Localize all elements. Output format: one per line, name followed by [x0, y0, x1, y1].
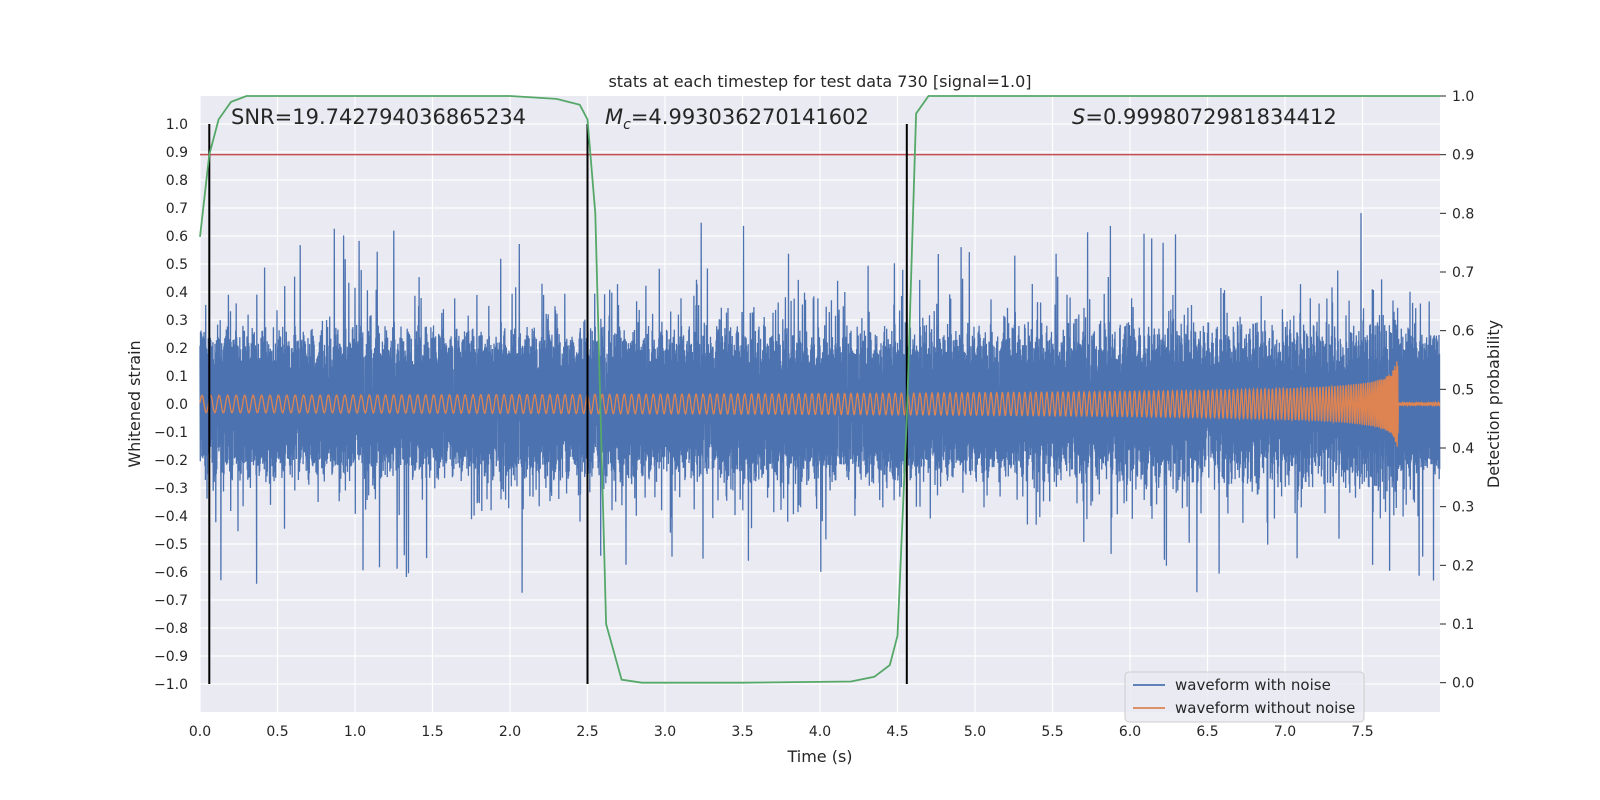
x-tick-label: 6.0: [1119, 724, 1141, 740]
y-tick-label: −0.8: [154, 621, 188, 637]
clean-waveform-line: [199, 361, 1441, 447]
snr-annotation: SNR=19.742794036865234: [231, 105, 526, 129]
y-tick-label: −0.1: [154, 425, 188, 441]
chirp-mass-value: =4.993036270141602: [631, 105, 869, 129]
y-tick-label: 0.1: [166, 369, 188, 385]
series-waveform-without-noise: [199, 361, 1441, 447]
y2-tick-label: 0.2: [1452, 558, 1474, 574]
x-tick-label: 4.5: [886, 724, 908, 740]
y-tick-label: −1.0: [154, 677, 188, 693]
y-tick-label: −0.4: [154, 509, 188, 525]
y-tick-label: 0.4: [166, 285, 188, 301]
x-axis-label: Time (s): [786, 747, 852, 766]
significance-annotation: S=0.9998072981834412: [1072, 105, 1337, 129]
y2-axis-ticks: 1.0 0.9 0.8 0.7 0.6 0.5 0.4 0.3 0.2 0.1 0.0: [1440, 89, 1474, 692]
y-tick-label: −0.7: [154, 593, 188, 609]
x-axis-ticks: 0.0 0.5 1.0 1.5 2.0 2.5 3.0 3.5 4.0 4.5 5.0 5.5 6.0 6…: [189, 724, 1374, 740]
legend-label-noise: waveform with noise: [1175, 676, 1331, 694]
chirp-mass-annotation: Mc=4.993036270141602: [605, 105, 869, 133]
x-tick-label: 3.0: [654, 724, 676, 740]
y2-tick-label: 0.3: [1452, 500, 1474, 516]
x-tick-label: 7.5: [1351, 724, 1373, 740]
y-tick-label: 0.8: [166, 173, 188, 189]
x-tick-label: 3.5: [731, 724, 753, 740]
y-tick-label: 0.0: [166, 397, 188, 413]
y2-tick-label: 0.7: [1452, 265, 1474, 281]
y2-tick-label: 1.0: [1452, 89, 1474, 105]
x-tick-label: 2.0: [499, 724, 521, 740]
y-tick-label: 0.3: [166, 313, 188, 329]
y2-tick-label: 0.8: [1452, 206, 1474, 222]
chirp-mass-symbol: M: [605, 105, 623, 129]
y2-axis-label: Detection probability: [1484, 320, 1503, 488]
y-tick-label: 0.2: [166, 341, 188, 357]
y-tick-label: 0.5: [166, 257, 188, 273]
y-tick-label: 0.9: [166, 145, 188, 161]
significance-symbol: S: [1072, 105, 1085, 129]
x-tick-label: 4.0: [809, 724, 831, 740]
y-tick-label: 0.6: [166, 229, 188, 245]
y-tick-label: −0.5: [154, 537, 188, 553]
significance-value: =0.9998072981834412: [1085, 105, 1336, 129]
y2-tick-label: 0.6: [1452, 324, 1474, 340]
y-tick-label: −0.6: [154, 565, 188, 581]
y2-tick-label: 0.4: [1452, 441, 1474, 457]
legend: waveform with noise waveform without noi…: [1124, 671, 1365, 723]
y-tick-label: −0.2: [154, 453, 188, 469]
x-tick-label: 0.5: [266, 724, 288, 740]
x-tick-label: 0.0: [189, 724, 211, 740]
y2-tick-label: 0.1: [1452, 617, 1474, 633]
x-tick-label: 1.5: [421, 724, 443, 740]
y-axis-label: Whitened strain: [125, 340, 144, 467]
x-tick-label: 1.0: [344, 724, 366, 740]
y2-tick-label: 0.9: [1452, 148, 1474, 164]
legend-label-clean: waveform without noise: [1175, 699, 1355, 717]
y-tick-label: 1.0: [166, 117, 188, 133]
x-tick-label: 7.0: [1274, 724, 1296, 740]
y-axis-ticks: 1.0 0.9 0.8 0.7 0.6 0.5 0.4 0.3 0.2 0.1 0.0 −0.1 −0.…: [154, 117, 188, 693]
legend-box: [1124, 671, 1365, 723]
y-tick-label: −0.3: [154, 481, 188, 497]
x-tick-label: 2.5: [576, 724, 598, 740]
x-tick-label: 5.0: [964, 724, 986, 740]
detection-probability-line: [199, 95, 1440, 684]
chirp-mass-subscript: c: [623, 117, 631, 133]
y-tick-label: 0.7: [166, 201, 188, 217]
x-tick-label: 5.5: [1041, 724, 1063, 740]
y-tick-label: −0.9: [154, 649, 188, 665]
x-tick-label: 6.5: [1196, 724, 1218, 740]
series-detection-probability: [199, 95, 1440, 684]
y2-tick-label: 0.5: [1452, 382, 1474, 398]
y2-tick-label: 0.0: [1452, 676, 1474, 692]
chart-title: stats at each timestep for test data 730…: [608, 72, 1031, 91]
